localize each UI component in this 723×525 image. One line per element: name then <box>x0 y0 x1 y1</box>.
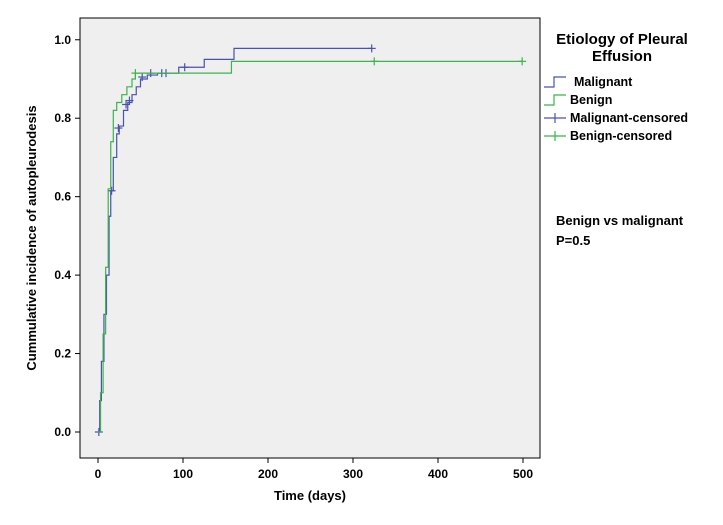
y-tick-label: 1.0 <box>54 33 71 47</box>
censor-mark-malignant <box>122 100 131 109</box>
x-tick-label: 300 <box>343 467 363 481</box>
censor-mark-benign <box>518 57 527 66</box>
legend: Etiology of Pleural Effusion Malignant Be… <box>544 31 688 143</box>
x-axis: 0 100 200 300 400 500 <box>95 458 533 481</box>
legend-label: Benign <box>570 93 612 107</box>
legend-title-line1: Etiology of Pleural <box>556 31 688 48</box>
censor-mark-malignant <box>138 73 147 82</box>
pvalue-annotation-line2: P=0.5 <box>556 233 590 248</box>
legend-item-benign: Benign <box>544 93 612 107</box>
y-tick-label: 0.8 <box>54 111 71 125</box>
y-tick-label: 0.6 <box>54 190 71 204</box>
y-axis: 0.0 0.2 0.4 0.6 0.8 1.0 <box>54 33 80 439</box>
legend-item-malignant-censored: Malignant-censored <box>544 111 688 125</box>
x-tick-label: 200 <box>258 467 278 481</box>
censor-mark-malignant <box>114 124 123 133</box>
y-tick-label: 0.0 <box>54 425 71 439</box>
censor-mark-malignant <box>107 186 116 195</box>
series-layer <box>94 44 527 436</box>
legend-label: Malignant <box>574 75 633 89</box>
x-tick-label: 500 <box>513 467 533 481</box>
legend-step-symbol <box>544 76 566 88</box>
legend-label: Malignant-censored <box>570 111 688 125</box>
x-tick-label: 0 <box>95 467 102 481</box>
legend-items: Malignant Benign Malignant-censored Benign-… <box>544 75 688 143</box>
legend-item-malignant: Malignant <box>544 75 633 89</box>
censor-mark-benign <box>370 57 379 66</box>
legend-step-symbol <box>544 94 566 106</box>
censor-mark-malignant <box>367 44 376 53</box>
censor-mark-benign <box>131 69 140 78</box>
censor-mark-malignant <box>125 96 134 105</box>
y-axis-label: Cummulative incidence of autopleurodesis <box>24 105 39 370</box>
legend-item-benign-censored: Benign-censored <box>544 129 672 143</box>
y-tick-label: 0.2 <box>54 347 71 361</box>
x-tick-label: 100 <box>173 467 193 481</box>
legend-label: Benign-censored <box>570 129 672 143</box>
plot-area <box>79 17 541 459</box>
x-tick-label: 400 <box>428 467 448 481</box>
censor-mark-malignant <box>180 63 189 72</box>
legend-title-line2: Effusion <box>592 48 652 65</box>
y-tick-label: 0.4 <box>54 268 71 282</box>
pvalue-annotation-line1: Benign vs malignant <box>556 213 684 228</box>
x-axis-label: Time (days) <box>274 488 346 503</box>
